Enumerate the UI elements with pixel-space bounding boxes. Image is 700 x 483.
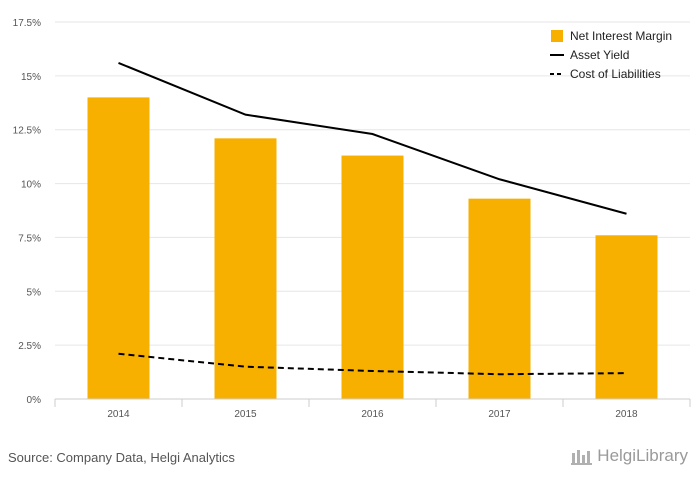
y-tick-label: 10% [21,180,41,191]
x-axis: 2014 2015 2016 2017 2018 [54,398,691,420]
y-tick-label: 12.5% [13,126,41,137]
y-tick-label: 17.5% [13,18,41,29]
y-tick-label: 2.5% [18,341,41,352]
x-tick-label: 2017 [488,409,511,420]
x-tick-label: 2018 [615,409,638,420]
y-tick-label: 0% [27,395,42,406]
legend-label: Asset Yield [570,48,629,62]
x-tick-label: 2015 [234,409,257,420]
bar-series [87,97,658,400]
brand-name: HelgiLibrary [597,446,688,465]
line-cost-of-liabilities [118,352,627,376]
y-tick-label: 15% [21,72,41,83]
source-note: Source: Company Data, Helgi Analytics [8,450,235,465]
legend-label: Cost of Liabilities [570,67,661,81]
bar-2018 [595,235,658,399]
bar-2017 [468,198,531,399]
x-tick-label: 2016 [361,409,384,420]
y-tick-label: 5% [27,287,42,298]
bar-2016 [341,155,404,399]
legend-swatch-net-interest-margin [551,30,563,42]
chart: 0%2.5%5%7.5%10%12.5%15%17.5% 2014 2015 201… [13,18,691,420]
y-tick-label: 7.5% [18,233,41,244]
line-series [118,62,627,376]
brand-logo: HelgiLibrary [571,446,688,466]
line-asset-yield [118,62,627,215]
legend-label: Net Interest Margin [570,29,672,43]
library-icon [571,450,593,465]
x-tick-label: 2014 [107,409,130,420]
legend: Net Interest Margin Asset Yield Cost of Li… [550,29,672,81]
bar-2015 [214,138,277,399]
bar-2014 [87,97,150,400]
y-axis-ticks: 0% 2.5% 5% 7.5% 10% 12.5% 15% 17.5% [13,18,41,406]
